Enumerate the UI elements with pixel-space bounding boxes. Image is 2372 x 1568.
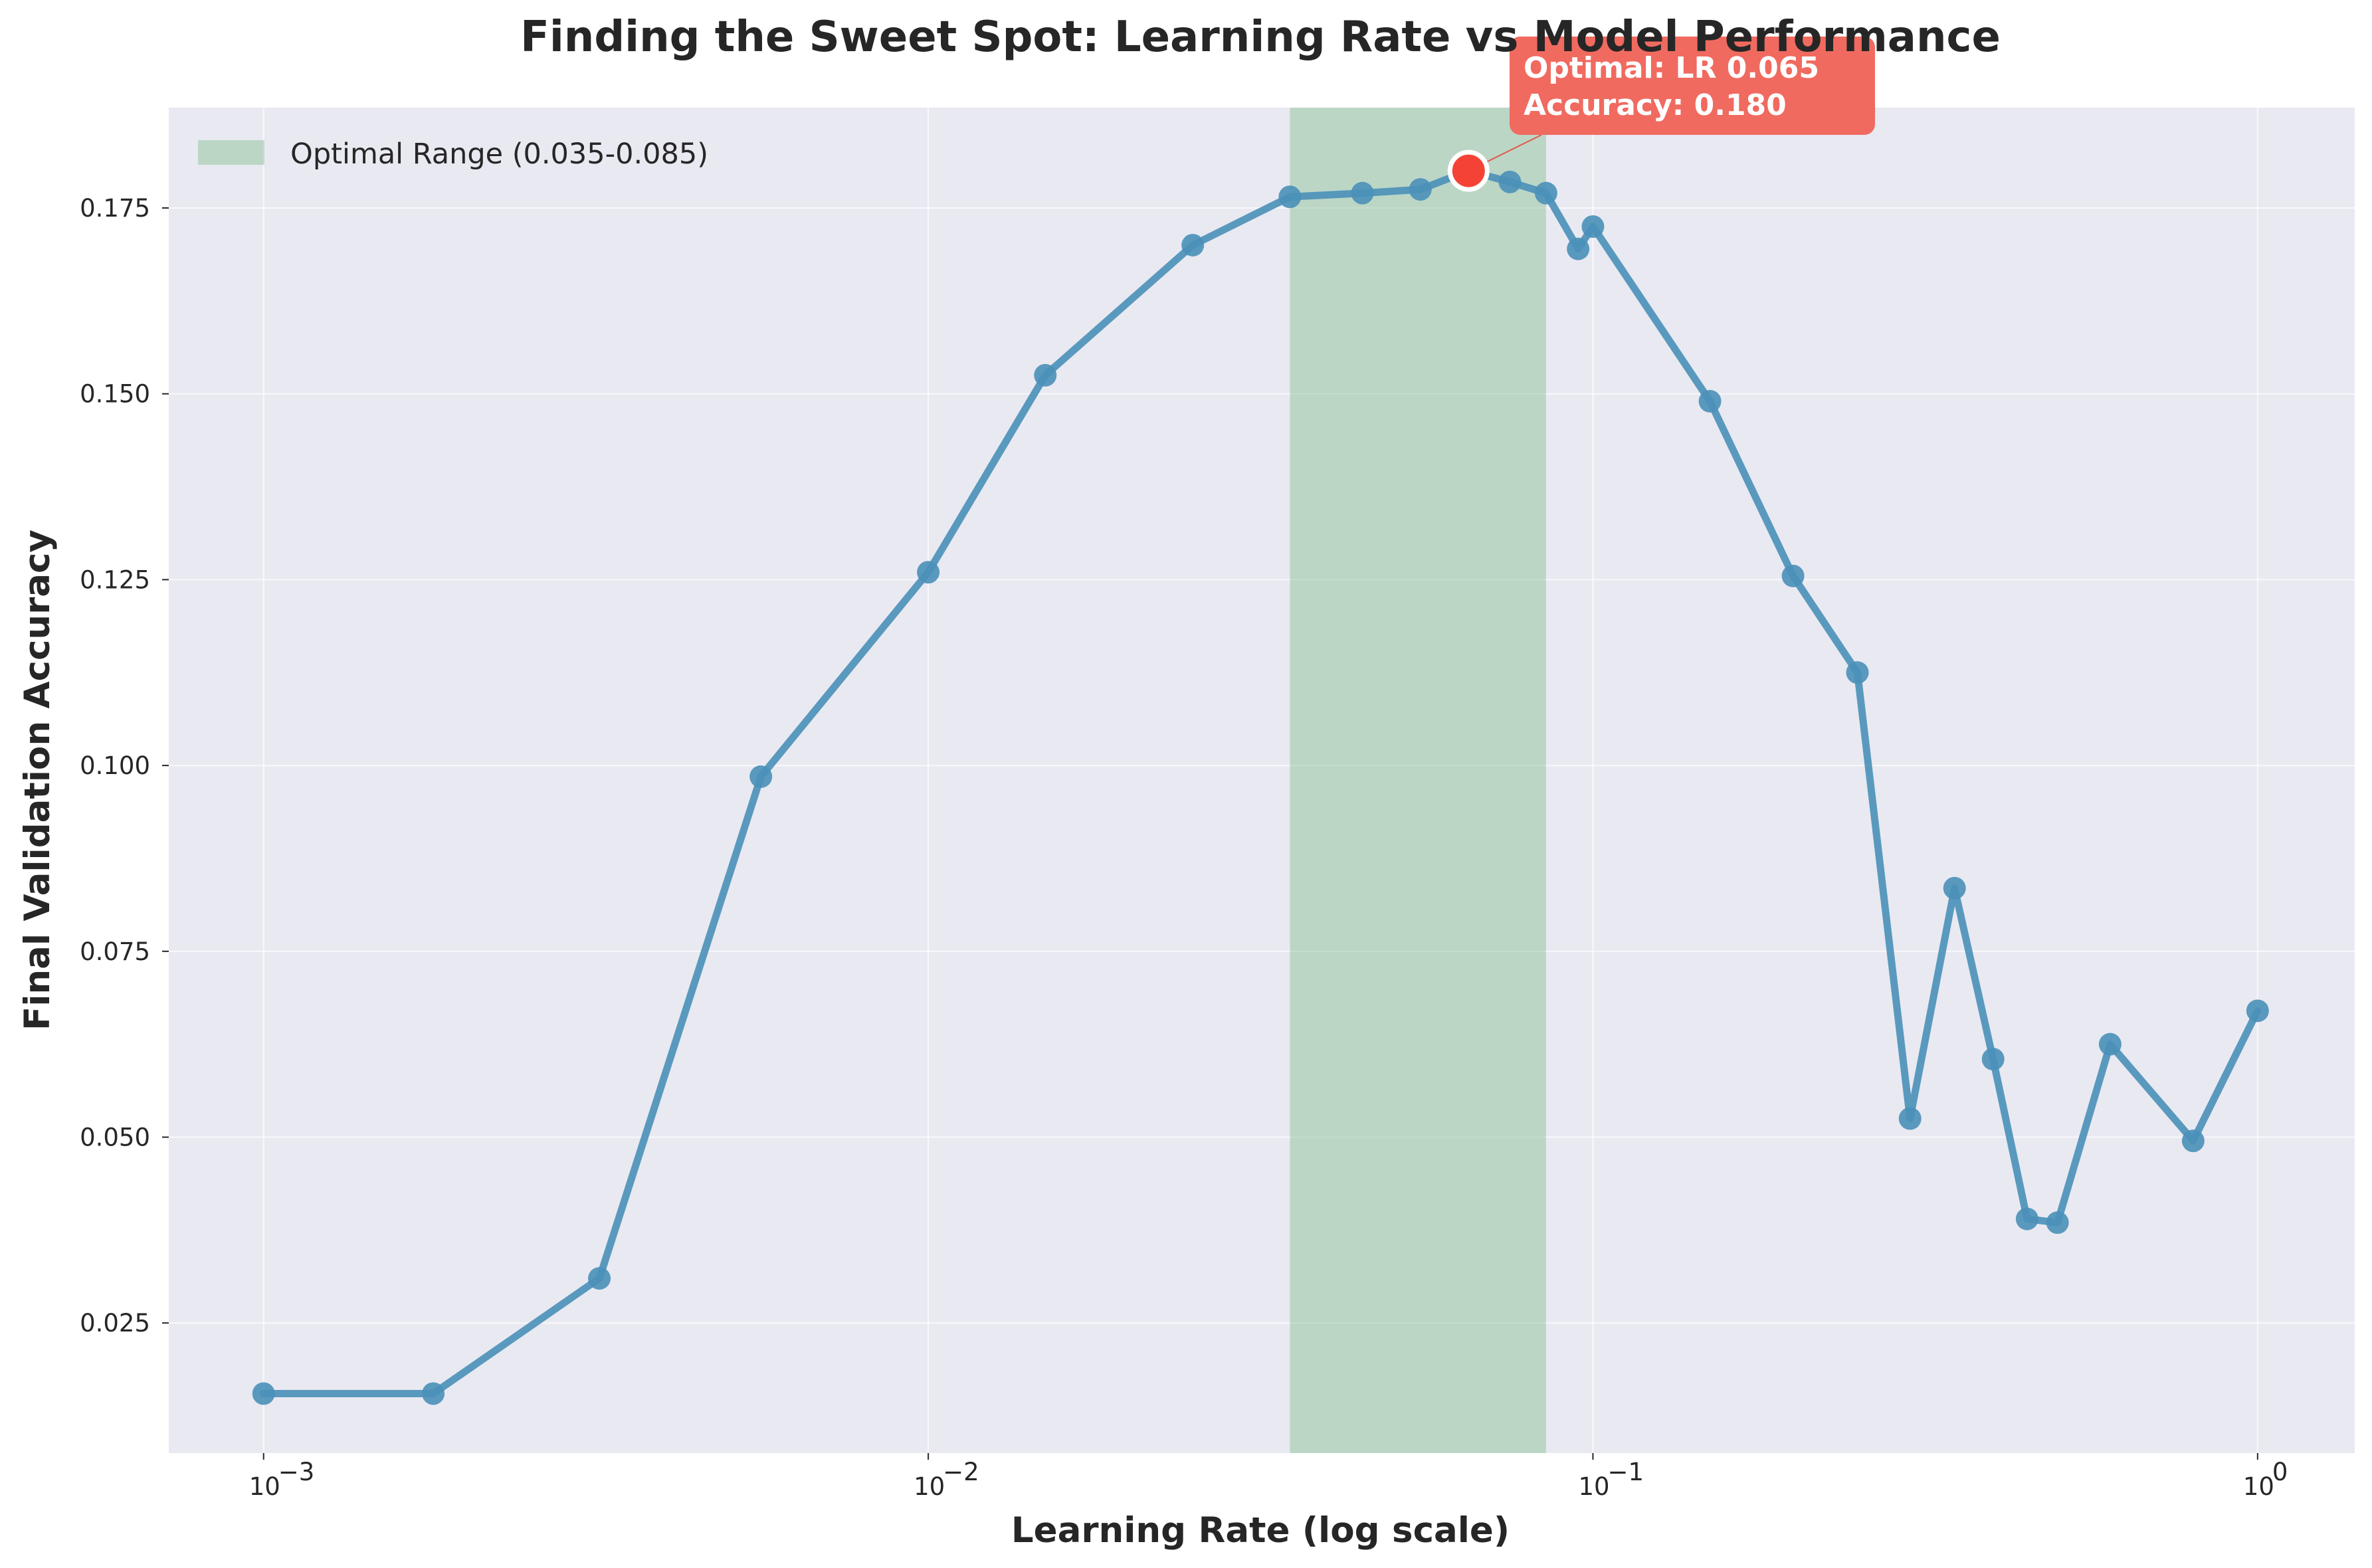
y-ticks: 0.025 0.050 0.075 0.100 0.125 0.150 0.175 [80,194,169,1337]
y-tick: 0.100 [80,751,169,780]
data-point [1898,1107,1922,1130]
y-tick-label: 0.150 [80,380,150,409]
data-point [422,1382,445,1405]
data-point [2015,1207,2038,1230]
x-tick-mantissa: 10 [2243,1472,2274,1501]
series-line [260,167,2262,1397]
data-point [1846,661,1869,684]
optimal-range-band [1290,108,1546,1453]
data-point [2246,999,2269,1023]
data-point [1981,1048,2005,1071]
data-point [2046,1211,2069,1234]
optimal-annotation: Optimal: LR 0.065 Accuracy: 0.180 [1510,37,1875,135]
data-point [1943,876,1966,900]
optimal-point [1447,149,1490,192]
legend: Optimal Range (0.035-0.085) [198,138,708,171]
annotation-box [1510,37,1875,135]
data-point [1567,237,1590,260]
chart-title: Finding the Sweet Spot: Learning Rate vs… [520,13,2001,62]
x-tick: 100 [2243,1453,2288,1501]
data-point [1781,564,1805,587]
data-point [1351,181,1374,205]
y-tick-label: 0.100 [80,751,150,780]
data-point [2098,1032,2122,1056]
data-point [2181,1129,2205,1153]
x-tick-exponent: −3 [278,1458,315,1486]
x-tick-exponent: −2 [943,1458,979,1486]
legend-label: Optimal Range (0.035-0.085) [290,138,708,171]
y-tick: 0.050 [80,1124,169,1152]
y-axis-label: Final Validation Accuracy [17,530,58,1030]
y-tick-label: 0.025 [80,1309,150,1337]
data-point [1409,178,1432,201]
data-point [252,1382,275,1405]
y-tick: 0.075 [80,937,169,966]
optimal-marker-group [1447,134,1542,192]
legend-swatch [198,140,264,165]
data-point [1581,215,1605,239]
x-axis-label: Learning Rate (log scale) [1011,1510,1510,1551]
data-point [1534,181,1557,205]
y-tick: 0.175 [80,194,169,223]
x-tick-exponent: −1 [1607,1458,1644,1486]
data-point [1278,185,1302,209]
y-tick-label: 0.125 [80,565,150,594]
x-tick-mantissa: 10 [249,1472,280,1501]
data-point [1698,389,1722,413]
x-tick-exponent: 0 [2272,1458,2288,1486]
annotation-line-2: Accuracy: 0.180 [1524,88,1787,122]
x-tick-mantissa: 10 [914,1472,945,1501]
annotation-line-1: Optimal: LR 0.065 [1524,51,1819,85]
y-tick: 0.025 [80,1309,169,1337]
x-tick-mantissa: 10 [1578,1472,1609,1501]
data-point [749,765,773,788]
data-point [1498,170,1522,193]
y-tick-label: 0.175 [80,194,150,223]
y-tick-label: 0.075 [80,937,150,966]
data-point [917,561,940,584]
data-point [1034,363,1057,387]
y-tick: 0.150 [80,380,169,409]
data-point [588,1267,611,1290]
y-tick: 0.125 [80,565,169,594]
x-tick: 10−2 [914,1453,979,1501]
series [252,159,2269,1405]
x-tick: 10−1 [1578,1453,1644,1501]
x-tick: 10−3 [249,1453,315,1501]
y-tick-label: 0.050 [80,1124,150,1152]
plot-background [169,108,2355,1453]
data-point [1181,233,1205,256]
